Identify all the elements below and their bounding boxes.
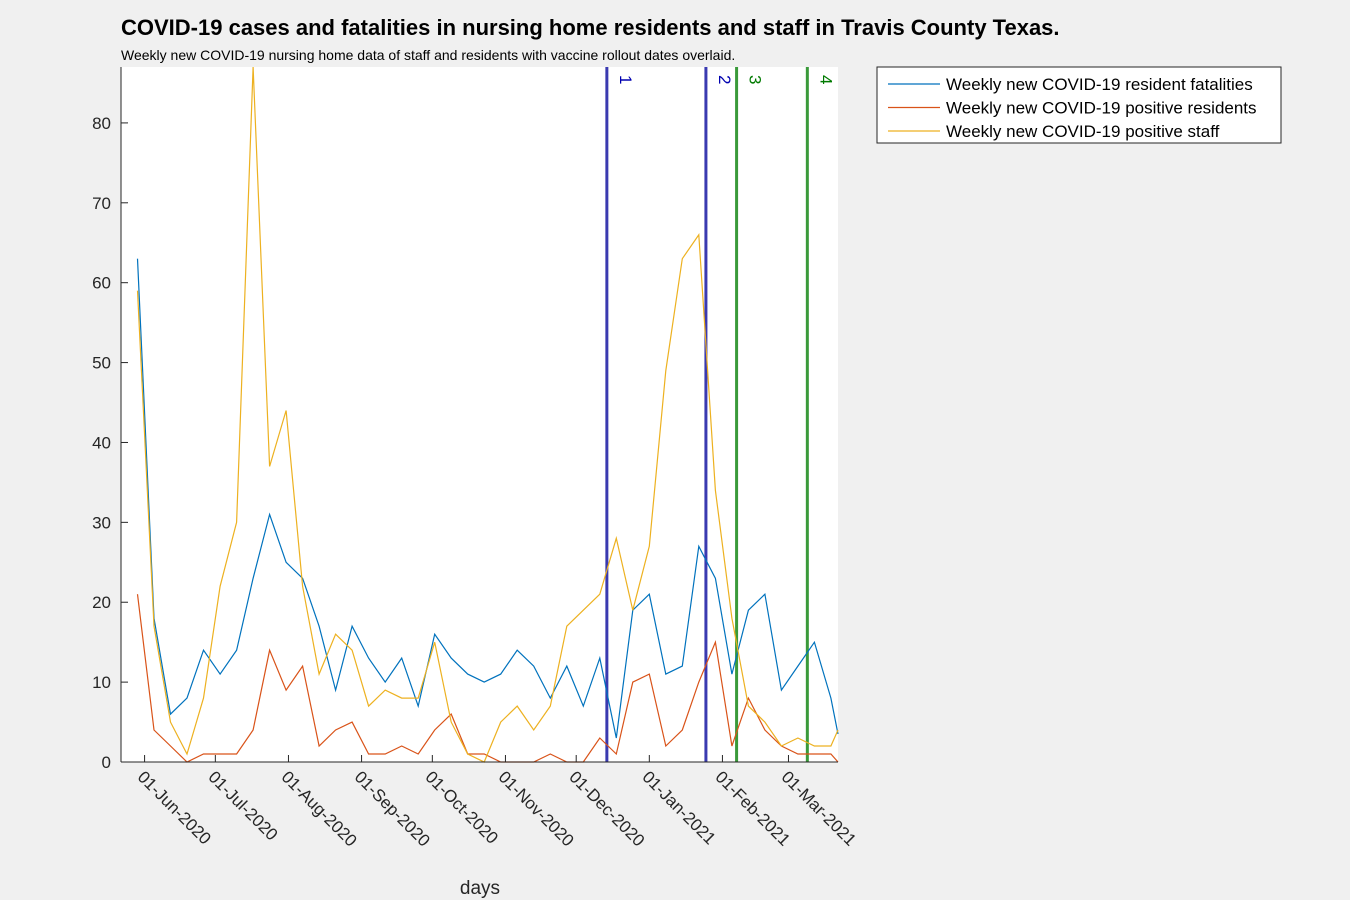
x-axis-label: days <box>460 878 500 899</box>
axes-frame <box>120 67 838 763</box>
x-tick-label: 01-Jul-2020 <box>205 767 282 844</box>
vaccine-line-label-2: 2 <box>715 75 734 84</box>
y-tick-label: 50 <box>92 354 111 373</box>
y-tick-label: 10 <box>92 673 111 692</box>
legend-label-1: Weekly new COVID-19 resident fatalities <box>946 75 1253 94</box>
x-tick-label: 01-Jun-2020 <box>134 767 215 848</box>
legend-label-2: Weekly new COVID-19 positive residents <box>946 99 1257 118</box>
x-tick-label: 01-Aug-2020 <box>278 767 361 850</box>
legend-box <box>876 66 1282 144</box>
chart-title: COVID-19 cases and fatalities in nursing… <box>121 15 1060 40</box>
chart-subtitle: Weekly new COVID-19 nursing home data of… <box>121 47 735 63</box>
legend-label-3: Weekly new COVID-19 positive staff <box>946 122 1220 141</box>
y-tick-label: 60 <box>92 274 111 293</box>
y-tick-label: 40 <box>92 433 111 452</box>
y-axis-ticks: 0 10 20 30 40 50 60 70 80 <box>92 114 128 772</box>
y-tick-label: 0 <box>102 753 111 772</box>
x-tick-label: 01-Jan-2021 <box>638 767 719 848</box>
y-tick-label: 20 <box>92 593 111 612</box>
vaccine-line-label-1: 1 <box>616 75 635 84</box>
plot-area <box>121 67 838 762</box>
legend: Weekly new COVID-19 resident fatalities W… <box>876 66 1282 144</box>
vaccine-line-label-3: 3 <box>746 75 765 84</box>
x-axis-ticks: 01-Jun-202001-Jul-202001-Aug-202001-Sep-… <box>134 755 860 850</box>
series-line-2 <box>136 594 839 763</box>
y-tick-label: 80 <box>92 114 111 133</box>
vaccine-lines: 1 2 3 4 <box>605 67 835 762</box>
y-tick-label: 30 <box>92 513 111 532</box>
series-line-3 <box>136 66 839 763</box>
vaccine-line-label-4: 4 <box>816 75 835 84</box>
series-layer <box>136 66 839 763</box>
series-line-1 <box>136 258 839 739</box>
x-tick-label: 01-Dec-2020 <box>565 767 648 850</box>
y-tick-label: 70 <box>92 194 111 213</box>
